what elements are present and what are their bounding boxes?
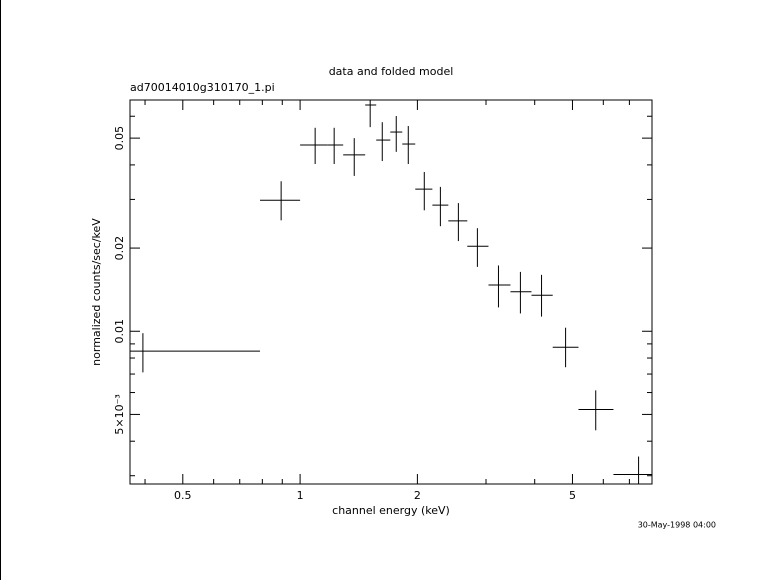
y-tick-label: 0.05 xyxy=(113,126,126,151)
y-tick-label: 0.02 xyxy=(113,236,126,261)
data-layer xyxy=(130,100,652,484)
x-tick-label: 2 xyxy=(414,489,421,502)
chart-title: data and folded model xyxy=(329,65,454,78)
y-tick-label: 0.01 xyxy=(113,319,126,344)
x-axis-label: channel energy (keV) xyxy=(332,504,450,517)
x-tick-label: 1 xyxy=(297,489,304,502)
y-tick-label: 5×10⁻³ xyxy=(113,394,126,434)
x-tick-label: 0.5 xyxy=(174,489,192,502)
y-axis-label: normalized counts/sec/keV xyxy=(90,218,103,366)
x-tick-label: 5 xyxy=(569,489,576,502)
chart-subtitle: ad70014010g310170_1.pi xyxy=(130,81,275,94)
plot-frame xyxy=(129,99,653,485)
timestamp: 30-May-1998 04:00 xyxy=(638,521,716,530)
